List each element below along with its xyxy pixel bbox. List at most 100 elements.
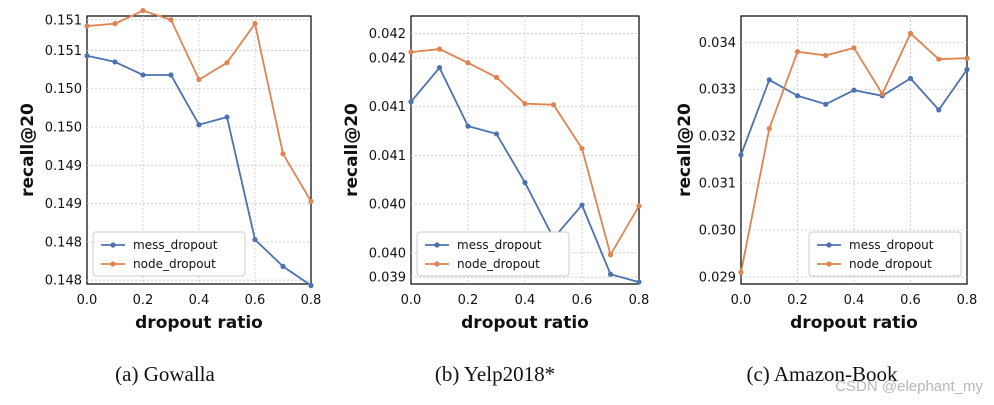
- x-tick-label: 0.0: [401, 293, 422, 308]
- y-tick-label: 0.030: [699, 224, 736, 239]
- data-point-mess_dropout: [823, 101, 829, 107]
- legend-label-node_dropout: node_dropout: [133, 257, 216, 271]
- panel-caption: (b) Yelp2018*: [435, 362, 555, 386]
- y-tick-label: 0.151: [45, 13, 82, 28]
- y-tick-label: 0.039: [369, 271, 406, 286]
- data-point-node_dropout: [168, 17, 174, 23]
- x-tick-label: 0.2: [458, 293, 479, 308]
- chart-panel-2: 0.0 0.2 0.4 0.6 0.8 0.039 0.040 0.040 0.041 0.041…: [342, 15, 650, 386]
- data-point-mess_dropout: [84, 53, 90, 59]
- data-point-mess_dropout: [851, 87, 857, 93]
- data-point-node_dropout: [607, 252, 614, 258]
- y-tick-label: 0.148: [45, 235, 82, 250]
- x-tick-label: 0.0: [77, 293, 98, 308]
- y-axis-label: recall@20: [342, 103, 362, 197]
- legend-marker-mess_dropout: [434, 242, 440, 248]
- x-tick-label: 0.8: [629, 293, 650, 308]
- data-point-node_dropout: [140, 8, 146, 14]
- x-tick-label: 0.4: [189, 293, 210, 308]
- y-tick-label: 0.040: [369, 198, 406, 213]
- data-point-node_dropout: [436, 46, 443, 52]
- y-tick-label: 0.148: [45, 274, 82, 289]
- data-point-node_dropout: [252, 21, 258, 27]
- x-tick-label: 0.2: [787, 293, 808, 308]
- data-point-node_dropout: [465, 60, 471, 66]
- data-point-node_dropout: [936, 56, 942, 62]
- data-point-mess_dropout: [493, 131, 500, 137]
- data-point-mess_dropout: [522, 180, 528, 186]
- y-tick-label: 0.031: [699, 177, 736, 192]
- x-tick-label: 0.4: [515, 293, 536, 308]
- y-tick-label: 0.040: [369, 246, 406, 261]
- legend-label-mess_dropout: mess_dropout: [133, 238, 218, 252]
- data-point-node_dropout: [766, 126, 772, 132]
- x-tick-label: 0.8: [957, 293, 978, 308]
- legend: mess_dropout node_dropout: [808, 231, 962, 277]
- data-point-mess_dropout: [907, 75, 914, 82]
- y-tick-label: 0.151: [45, 44, 82, 59]
- data-point-mess_dropout: [112, 59, 118, 65]
- data-point-mess_dropout: [252, 236, 258, 243]
- chart-panel-1: 0.0 0.2 0.4 0.6 0.8 0.148 0.148 0.149 0.149 0.150…: [18, 8, 321, 386]
- y-tick-label: 0.029: [699, 270, 736, 285]
- x-tick-label: 0.8: [301, 293, 322, 308]
- data-point-mess_dropout: [738, 152, 744, 158]
- legend-marker-node_dropout: [434, 261, 440, 267]
- legend-marker-node_dropout: [826, 261, 832, 267]
- legend: mess_dropout node_dropout: [92, 231, 246, 277]
- data-point-mess_dropout: [465, 123, 471, 129]
- x-axis-label: dropout ratio: [790, 313, 918, 333]
- x-tick-label: 0.4: [844, 293, 865, 308]
- data-point-mess_dropout: [794, 93, 801, 99]
- data-point-node_dropout: [522, 101, 528, 107]
- legend-label-mess_dropout: mess_dropout: [457, 238, 542, 252]
- data-point-mess_dropout: [436, 65, 443, 71]
- x-tick-label: 0.6: [245, 293, 266, 308]
- data-point-node_dropout: [879, 91, 885, 97]
- legend-label-node_dropout: node_dropout: [849, 257, 932, 271]
- data-point-node_dropout: [408, 49, 414, 55]
- legend-box: [808, 231, 962, 277]
- y-tick-label: 0.041: [369, 100, 406, 115]
- x-axis-label: dropout ratio: [135, 313, 263, 333]
- x-axis-label: dropout ratio: [461, 313, 589, 333]
- x-tick-label: 0.6: [572, 293, 593, 308]
- y-tick-label: 0.150: [45, 82, 82, 97]
- legend-marker-mess_dropout: [110, 242, 116, 248]
- data-point-mess_dropout: [636, 279, 642, 285]
- legend-label-mess_dropout: mess_dropout: [849, 238, 934, 252]
- data-point-node_dropout: [550, 102, 557, 108]
- y-tick-label: 0.149: [45, 197, 82, 212]
- x-tick-label: 0.2: [133, 293, 154, 308]
- data-point-mess_dropout: [196, 122, 202, 128]
- data-point-node_dropout: [112, 21, 118, 27]
- data-point-node_dropout: [308, 198, 314, 204]
- data-point-mess_dropout: [280, 263, 286, 269]
- data-point-mess_dropout: [408, 99, 414, 105]
- panel-caption: (c) Amazon-Book: [746, 362, 898, 386]
- data-point-mess_dropout: [308, 282, 314, 289]
- data-point-node_dropout: [823, 52, 829, 59]
- chart-panel-3: 0.0 0.2 0.4 0.6 0.8 0.029 0.030 0.031 0.032 0.033…: [675, 15, 978, 386]
- data-point-node_dropout: [636, 203, 642, 209]
- y-tick-label: 0.033: [699, 83, 736, 98]
- y-tick-label: 0.042: [369, 27, 406, 42]
- legend-marker-node_dropout: [110, 261, 116, 267]
- legend-marker-mess_dropout: [826, 242, 832, 248]
- y-tick-label: 0.149: [45, 159, 82, 174]
- data-point-mess_dropout: [936, 107, 942, 113]
- watermark-text: CSDN @elephant_my: [835, 378, 983, 395]
- data-point-node_dropout: [964, 55, 970, 61]
- data-point-node_dropout: [579, 145, 585, 152]
- data-point-node_dropout: [84, 23, 90, 29]
- data-point-mess_dropout: [607, 271, 614, 277]
- data-point-mess_dropout: [766, 77, 772, 83]
- data-point-node_dropout: [907, 30, 914, 36]
- y-tick-label: 0.042: [369, 51, 406, 66]
- data-point-mess_dropout: [224, 114, 230, 120]
- data-point-node_dropout: [738, 269, 744, 275]
- y-axis-label: recall@20: [675, 103, 695, 197]
- legend-label-node_dropout: node_dropout: [457, 257, 540, 271]
- legend: mess_dropout node_dropout: [416, 231, 570, 277]
